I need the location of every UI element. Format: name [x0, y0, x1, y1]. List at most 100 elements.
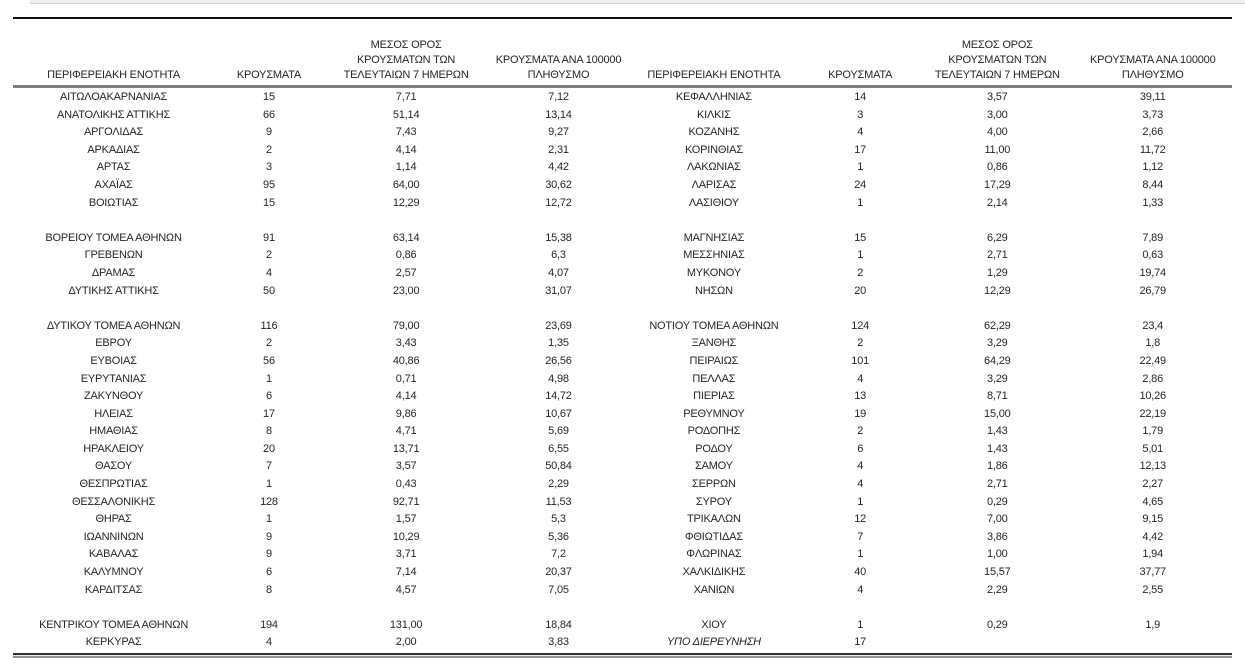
region-cell: ΕΒΡΟΥ: [95, 337, 132, 350]
region-cell: ΚΑΡΔΙΤΣΑΣ: [84, 583, 143, 596]
value-cell: 9,15: [1142, 513, 1164, 526]
region-cell: ΤΡΙΚΑΛΩΝ: [687, 513, 741, 526]
value-cell: 56: [263, 354, 275, 367]
value-cell: 95: [263, 178, 275, 191]
value-cell: 124: [851, 319, 870, 332]
value-cell: 6: [857, 442, 864, 455]
value-cell: 6: [266, 390, 272, 403]
value-cell: 8: [266, 583, 272, 596]
value-cell: 17,29: [984, 178, 1011, 191]
region-cell: ΚΕΡΚΥΡΑΣ: [85, 636, 142, 649]
region-cell: ΘΕΣΣΑΛΟΝΙΚΗΣ: [71, 495, 156, 508]
region-cell: ΚΕΦΑΛΛΗΝΙΑΣ: [675, 91, 752, 103]
value-cell: 2,86: [1142, 372, 1164, 385]
value-cell: 50,84: [545, 460, 572, 473]
table-row: ΚΕΡΚΥΡΑΣ 4 2,00 3,83 ΥΠΟ ΔΙΕΡΕΥΝΗΣΗ 17: [13, 634, 1232, 652]
region-cell: ΝΟΤΙΟΥ ΤΟΜΕΑ ΑΘΗΝΩΝ: [649, 319, 779, 332]
value-cell: 11,72: [1139, 143, 1166, 156]
value-cell: 40,86: [392, 354, 420, 367]
value-cell: 9: [266, 530, 272, 543]
value-cell: 1,12: [1142, 161, 1164, 174]
value-cell: 3,71: [395, 548, 417, 561]
header-avg7-left: ΜΕΣΟΣ ΟΡΟΣ ΚΡΟΥΣΜΑΤΩΝ ΤΩΝ ΤΕΛΕΥΤΑΙΩΝ 7 Η…: [343, 39, 469, 81]
region-cell: ΘΑΣΟΥ: [95, 460, 133, 473]
table-row: ΚΑΒΑΛΑΣ 9 3,71 7,2 ΦΛΩΡΙΝΑΣ 1 1,00 1,94: [13, 546, 1232, 564]
value-cell: 3,29: [986, 337, 1008, 350]
value-cell: 4,00: [986, 126, 1008, 139]
value-cell: 1,86: [986, 460, 1008, 473]
region-cell: ΠΕΛΛΑΣ: [692, 372, 736, 385]
value-cell: 2: [857, 425, 864, 438]
table-row: ΘΗΡΑΣ 1 1,57 5,3 ΤΡΙΚΑΛΩΝ 12 7,00 9,15: [13, 511, 1232, 529]
table-row: ΔΡΑΜΑΣ 4 2,57 4,07 ΜΥΚΟΝΟΥ 2 1,29 19,74: [13, 265, 1232, 283]
table-header-row: ΠΕΡΙΦΕΡΕΙΑΚΗ ΕΝΟΤΗΤΑ ΚΡΟΥΣΜΑΤΑ ΜΕΣΟΣ ΟΡΟ…: [13, 19, 1232, 85]
header-avg7-right: ΜΕΣΟΣ ΟΡΟΣ ΚΡΟΥΣΜΑΤΩΝ ΤΩΝ ΤΕΛΕΥΤΑΙΩΝ 7 Η…: [934, 39, 1060, 81]
value-cell: 0,43: [395, 478, 417, 491]
table-row: ΒΟΡΕΙΟΥ ΤΟΜΕΑ ΑΘΗΝΩΝ 91 63,14 15,38 ΜΑΓΝΗΣΙΑ…: [13, 230, 1232, 248]
value-cell: 7: [857, 530, 864, 543]
region-cell: ΞΑΝΘΗΣ: [691, 337, 737, 350]
table-body: ΑΙΤΩΛΟΑΚΑΡΝΑΝΙΑΣ 15 7,71 7,12 ΚΕΦΑΛΛΗΝΙΑΣ 14 3…: [13, 88, 1232, 652]
value-cell: 12: [854, 513, 867, 526]
table-row: ΒΟΙΩΤΙΑΣ 15 12,29 12,72 ΛΑΣΙΘΙΟΥ 1 2,14 1,33: [13, 195, 1232, 213]
value-cell: 128: [260, 495, 278, 508]
value-cell: 2,29: [986, 583, 1008, 596]
region-cell: ΔΡΑΜΑΣ: [91, 266, 136, 279]
value-cell: 2,27: [1142, 478, 1164, 491]
region-cell: ΧΑΛΚΙΔΙΚΗΣ: [682, 566, 746, 579]
value-cell: 1: [857, 495, 864, 508]
value-cell: 1,35: [548, 337, 569, 350]
value-cell: 4: [857, 583, 864, 596]
value-cell: 6,29: [986, 231, 1008, 244]
spacer-row: [13, 300, 1232, 318]
region-cell: ΚΑΒΑΛΑΣ: [88, 548, 139, 561]
table-row: ΑΡΓΟΛΙΔΑΣ 9 7,43 9,27 ΚΟΖΑΝΗΣ 4 4,00 2,66: [13, 124, 1232, 142]
table-row: ΚΕΝΤΡΙΚΟΥ ΤΟΜΕΑ ΑΘΗΝΩΝ 194 131,00 18,84 ΧΙΟΥ…: [13, 617, 1232, 635]
value-cell: 1,14: [395, 161, 417, 174]
value-cell: 2,14: [986, 196, 1008, 209]
value-cell: 5,01: [1142, 442, 1164, 455]
region-cell: ΑΝΑΤΟΛΙΚΗΣ ΑΤΤΙΚΗΣ: [57, 108, 171, 121]
table-row: ΕΥΒΟΙΑΣ 56 40,86 26,56 ΠΕΙΡΑΙΩΣ 101 64,29 22,49: [13, 353, 1232, 371]
value-cell: 17: [854, 143, 867, 156]
region-cell: ΛΑΣΙΘΙΟΥ: [688, 196, 739, 209]
region-cell: ΚΑΛΥΜΝΟΥ: [83, 566, 144, 579]
value-cell: 2,31: [548, 143, 569, 156]
value-cell: 2,55: [1142, 583, 1164, 596]
value-cell: 3,73: [1142, 108, 1164, 121]
region-cell: ΑΡΤΑΣ: [96, 161, 131, 174]
value-cell: 20,37: [545, 566, 572, 579]
table-row: ΕΥΡΥΤΑΝΙΑΣ 1 0,71 4,98 ΠΕΛΛΑΣ 4 3,29 2,86: [13, 371, 1232, 389]
region-cell: ΑΙΤΩΛΟΑΚΑΡΝΑΝΙΑΣ: [59, 91, 168, 103]
table-row: ΘΕΣΣΑΛΟΝΙΚΗΣ 128 92,71 11,53 ΣΥΡΟΥ 1 0,29 4,65: [13, 494, 1232, 512]
value-cell: 4,65: [1142, 495, 1164, 508]
region-cell: ΚΕΝΤΡΙΚΟΥ ΤΟΜΕΑ ΑΘΗΝΩΝ: [39, 618, 189, 631]
value-cell: 2,00: [395, 636, 417, 649]
value-cell: 15: [263, 196, 275, 209]
value-cell: 1,79: [1142, 425, 1164, 438]
region-cell: ΚΟΡΙΝΘΙΑΣ: [684, 143, 743, 156]
region-cell: ΘΗΡΑΣ: [95, 513, 132, 526]
value-cell: 18,84: [545, 618, 572, 631]
region-cell: ΜΕΣΣΗΝΙΑΣ: [683, 249, 745, 262]
region-cell: ΔΥΤΙΚΗΣ ΑΤΤΙΚΗΣ: [68, 284, 159, 297]
region-cell: ΒΟΡΕΙΟΥ ΤΟΜΕΑ ΑΘΗΝΩΝ: [45, 231, 182, 244]
region-cell: ΘΕΣΠΡΩΤΙΑΣ: [79, 478, 148, 491]
table-row: ΘΕΣΠΡΩΤΙΑΣ 1 0,43 2,29 ΣΕΡΡΩΝ 4 2,71 2,27: [13, 476, 1232, 494]
region-cell: ΧΑΝΙΩΝ: [693, 583, 735, 596]
value-cell: 11,53: [545, 495, 572, 508]
value-cell: 5,69: [548, 425, 569, 438]
value-cell: 0,63: [1142, 249, 1164, 262]
value-cell: 2,71: [986, 249, 1008, 262]
value-cell: 116: [260, 319, 278, 332]
region-cell: ΛΑΚΩΝΙΑΣ: [686, 161, 741, 174]
value-cell: 12,29: [984, 284, 1011, 297]
value-cell: 91: [263, 231, 275, 244]
table-row: ΕΒΡΟΥ 2 3,43 1,35 ΞΑΝΘΗΣ 2 3,29 1,8: [13, 335, 1232, 353]
value-cell: 31,07: [545, 284, 572, 297]
table-row: ΚΑΛΥΜΝΟΥ 6 7,14 20,37 ΧΑΛΚΙΔΙΚΗΣ 40 15,57 37,77: [13, 564, 1232, 582]
value-cell: 9,86: [395, 407, 417, 420]
table-row: ΘΑΣΟΥ 7 3,57 50,84 ΣΑΜΟΥ 4 1,86 12,13: [13, 458, 1232, 476]
value-cell: 9: [266, 126, 272, 139]
